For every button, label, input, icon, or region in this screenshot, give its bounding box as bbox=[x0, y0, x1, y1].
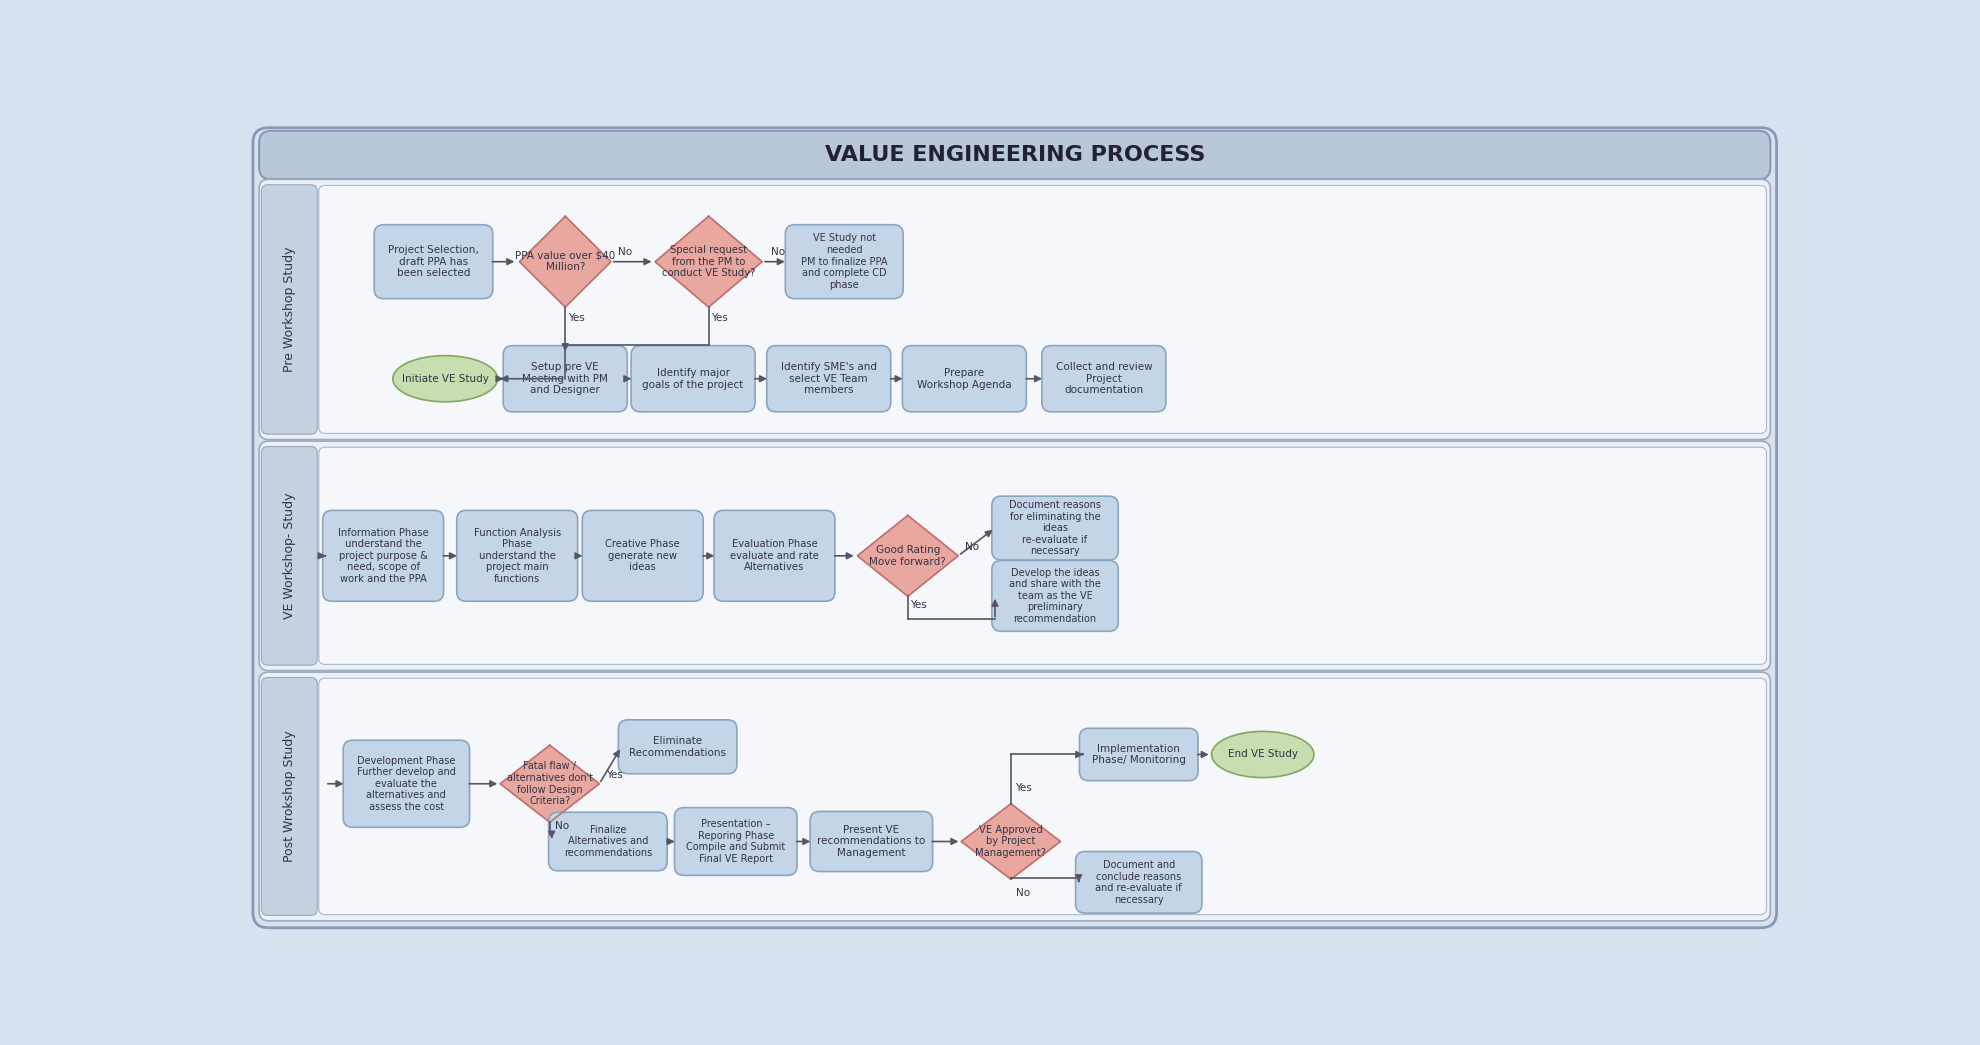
FancyBboxPatch shape bbox=[457, 510, 578, 601]
Text: Information Phase
understand the
project purpose &
need, scope of
work and the P: Information Phase understand the project… bbox=[339, 528, 428, 584]
Text: Initiate VE Study: Initiate VE Study bbox=[402, 374, 489, 384]
FancyBboxPatch shape bbox=[810, 812, 933, 872]
Text: Function Analysis
Phase
understand the
project main
functions: Function Analysis Phase understand the p… bbox=[473, 528, 560, 584]
Text: VE Approved
by Project
Management?: VE Approved by Project Management? bbox=[976, 825, 1045, 858]
Text: Post Wrokshop Study: Post Wrokshop Study bbox=[283, 730, 295, 862]
Text: Project Selection,
draft PPA has
been selected: Project Selection, draft PPA has been se… bbox=[388, 246, 479, 278]
Text: No: No bbox=[554, 821, 568, 831]
FancyBboxPatch shape bbox=[1041, 346, 1166, 412]
Ellipse shape bbox=[1212, 732, 1315, 777]
Text: PPA value over $40
Million?: PPA value over $40 Million? bbox=[515, 251, 616, 273]
FancyBboxPatch shape bbox=[259, 131, 1770, 180]
Text: Yes: Yes bbox=[568, 312, 584, 323]
FancyBboxPatch shape bbox=[319, 678, 1766, 914]
Text: No: No bbox=[770, 248, 784, 257]
FancyBboxPatch shape bbox=[675, 808, 798, 876]
Polygon shape bbox=[960, 804, 1061, 879]
FancyBboxPatch shape bbox=[374, 225, 493, 299]
FancyBboxPatch shape bbox=[992, 560, 1119, 631]
Text: No: No bbox=[1016, 888, 1030, 898]
Text: Collect and review
Project
documentation: Collect and review Project documentation bbox=[1055, 363, 1152, 395]
Text: Yes: Yes bbox=[606, 769, 624, 780]
Text: Creative Phase
generate new
ideas: Creative Phase generate new ideas bbox=[606, 539, 679, 573]
FancyBboxPatch shape bbox=[766, 346, 891, 412]
Text: Pre Workshop Study: Pre Workshop Study bbox=[283, 247, 295, 372]
FancyBboxPatch shape bbox=[259, 672, 1770, 921]
FancyBboxPatch shape bbox=[319, 185, 1766, 434]
Text: Prepare
Workshop Agenda: Prepare Workshop Agenda bbox=[917, 368, 1012, 390]
FancyBboxPatch shape bbox=[259, 180, 1770, 440]
FancyBboxPatch shape bbox=[618, 720, 737, 773]
FancyBboxPatch shape bbox=[548, 812, 667, 870]
FancyBboxPatch shape bbox=[992, 496, 1119, 560]
FancyBboxPatch shape bbox=[503, 346, 628, 412]
Text: Yes: Yes bbox=[911, 601, 927, 610]
FancyBboxPatch shape bbox=[261, 185, 317, 434]
Text: Present VE
recommendations to
Management: Present VE recommendations to Management bbox=[818, 825, 925, 858]
Text: Finalize
Alternatives and
recommendations: Finalize Alternatives and recommendation… bbox=[564, 825, 651, 858]
Text: Good Rating
Move forward?: Good Rating Move forward? bbox=[869, 545, 946, 566]
Text: Special request
from the PM to
conduct VE Study?: Special request from the PM to conduct V… bbox=[661, 246, 754, 278]
FancyBboxPatch shape bbox=[319, 447, 1766, 665]
Polygon shape bbox=[655, 216, 762, 307]
Text: Identify major
goals of the project: Identify major goals of the project bbox=[642, 368, 744, 390]
Text: No: No bbox=[618, 248, 632, 257]
Polygon shape bbox=[501, 745, 600, 822]
Text: Document reasons
for eliminating the
ideas
re-evaluate if
necessary: Document reasons for eliminating the ide… bbox=[1010, 500, 1101, 556]
Text: Evaluation Phase
evaluate and rate
Alternatives: Evaluation Phase evaluate and rate Alter… bbox=[731, 539, 820, 573]
Text: Document and
conclude reasons
and re-evaluate if
necessary: Document and conclude reasons and re-eva… bbox=[1095, 860, 1182, 905]
FancyBboxPatch shape bbox=[786, 225, 903, 299]
FancyBboxPatch shape bbox=[323, 510, 444, 601]
Text: Implementation
Phase/ Monitoring: Implementation Phase/ Monitoring bbox=[1091, 744, 1186, 765]
FancyBboxPatch shape bbox=[903, 346, 1026, 412]
Text: Eliminate
Recommendations: Eliminate Recommendations bbox=[630, 736, 727, 758]
FancyBboxPatch shape bbox=[632, 346, 754, 412]
FancyBboxPatch shape bbox=[343, 740, 469, 828]
Text: Presentation –
Reporing Phase
Compile and Submit
Final VE Report: Presentation – Reporing Phase Compile an… bbox=[687, 819, 786, 864]
FancyBboxPatch shape bbox=[253, 127, 1776, 928]
Text: VE Workshop- Study: VE Workshop- Study bbox=[283, 492, 295, 619]
Text: VE Study not
needed
PM to finalize PPA
and complete CD
phase: VE Study not needed PM to finalize PPA a… bbox=[802, 233, 887, 289]
Ellipse shape bbox=[392, 355, 497, 402]
Text: Development Phase
Further develop and
evaluate the
alternatives and
assess the c: Development Phase Further develop and ev… bbox=[356, 756, 455, 812]
FancyBboxPatch shape bbox=[582, 510, 703, 601]
FancyBboxPatch shape bbox=[715, 510, 836, 601]
FancyBboxPatch shape bbox=[1075, 852, 1202, 913]
Text: Fatal flaw /
alternatives don't
follow Design
Criteria?: Fatal flaw / alternatives don't follow D… bbox=[507, 762, 592, 806]
Polygon shape bbox=[857, 515, 958, 597]
Text: Yes: Yes bbox=[1016, 784, 1032, 793]
Text: Yes: Yes bbox=[711, 312, 729, 323]
Text: End VE Study: End VE Study bbox=[1228, 749, 1297, 760]
Text: No: No bbox=[964, 541, 980, 552]
Polygon shape bbox=[519, 216, 612, 307]
Text: Develop the ideas
and share with the
team as the VE
preliminary
recommendation: Develop the ideas and share with the tea… bbox=[1010, 567, 1101, 624]
Text: Identify SME's and
select VE Team
members: Identify SME's and select VE Team member… bbox=[780, 363, 877, 395]
Text: VALUE ENGINEERING PROCESS: VALUE ENGINEERING PROCESS bbox=[824, 145, 1206, 165]
Text: Setup pre VE
Meeting with PM
and Designer: Setup pre VE Meeting with PM and Designe… bbox=[523, 363, 608, 395]
FancyBboxPatch shape bbox=[1079, 728, 1198, 781]
FancyBboxPatch shape bbox=[259, 441, 1770, 671]
FancyBboxPatch shape bbox=[261, 677, 317, 915]
FancyBboxPatch shape bbox=[261, 446, 317, 666]
